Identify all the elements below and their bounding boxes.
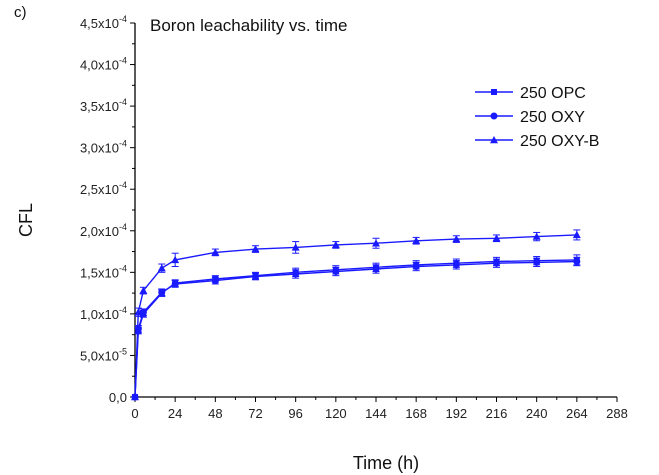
y-tick-label: 3,0x10-4	[80, 139, 127, 156]
x-tick-label: 24	[168, 406, 182, 421]
axes: 0 24 48 72 96 120 144 168 192 216 240 264 288 0,0 5,0x…	[80, 14, 628, 421]
x-tick-label: 240	[526, 406, 548, 421]
legend-label: 250 OPC	[520, 85, 586, 102]
data-point	[573, 258, 581, 266]
x-tick-label: 216	[486, 406, 508, 421]
y-tick-exponent: -4	[119, 222, 127, 232]
y-tick-mantissa: 4,0x10	[80, 58, 119, 73]
data-point	[492, 234, 501, 242]
legend-entry: 250 OPC	[475, 85, 586, 102]
data-point	[211, 277, 219, 285]
x-tick-label: 168	[405, 406, 427, 421]
series-line	[134, 259, 577, 398]
legend-marker	[490, 136, 498, 144]
y-tick-exponent: -4	[119, 180, 127, 190]
data-point	[452, 235, 461, 243]
y-tick-mantissa: 2,5x10	[80, 182, 119, 197]
y-tick-label: 1,0x10-4	[80, 305, 127, 322]
y-tick-mantissa: 5,0x10	[80, 348, 119, 363]
y-tick-label: 2,5x10-4	[80, 180, 127, 197]
x-tick-label: 264	[566, 406, 588, 421]
data-point	[139, 308, 147, 316]
series-layer	[131, 229, 581, 401]
y-tick-exponent: -5	[119, 346, 127, 356]
data-point	[493, 259, 500, 267]
data-point	[157, 264, 166, 272]
legend-marker	[491, 89, 497, 95]
chart-title: Boron leachability vs. time	[150, 16, 347, 35]
x-tick-label: 192	[445, 406, 467, 421]
y-tick-mantissa: 3,5x10	[80, 99, 119, 114]
y-tick-label: 5,0x10-5	[80, 346, 127, 363]
y-tick-label: 4,5x10-4	[80, 14, 127, 31]
legend-label: 250 OXY	[520, 109, 585, 126]
legend-entry: 250 OXY	[475, 109, 585, 126]
series-square	[132, 254, 581, 400]
x-tick-label: 288	[606, 406, 628, 421]
data-point	[572, 230, 581, 239]
data-point	[171, 280, 179, 288]
series-triangle	[131, 229, 581, 401]
x-tick-label: 72	[248, 406, 262, 421]
y-tick-exponent: -4	[119, 56, 127, 66]
data-point	[372, 265, 380, 273]
data-point	[131, 393, 139, 401]
data-point	[532, 232, 541, 240]
y-tick-label: 2,0x10-4	[80, 222, 127, 239]
legend-label: 250 OXY-B	[520, 133, 599, 150]
legend-marker	[490, 112, 498, 120]
data-point	[252, 272, 259, 280]
x-tick-label: 96	[288, 406, 302, 421]
data-point	[412, 236, 421, 244]
data-point	[372, 239, 380, 247]
data-point	[332, 268, 340, 276]
y-tick-mantissa: 1,5x10	[80, 265, 119, 280]
data-point	[331, 240, 340, 249]
y-tick-mantissa: 3,0x10	[80, 141, 119, 156]
data-point	[291, 243, 300, 251]
series-line	[134, 260, 577, 398]
series-line	[134, 234, 577, 398]
data-point	[533, 258, 541, 266]
data-point	[158, 288, 166, 296]
data-point	[171, 255, 180, 264]
y-tick-exponent: -4	[119, 97, 127, 107]
data-point	[412, 263, 420, 271]
y-tick-exponent: -4	[119, 263, 127, 273]
x-tick-label: 120	[325, 406, 347, 421]
y-tick-mantissa: 0,0	[109, 390, 127, 405]
legend-entry: 250 OXY-B	[475, 133, 599, 150]
y-tick-exponent: -4	[119, 14, 127, 24]
x-tick-label: 48	[208, 406, 222, 421]
data-point	[211, 248, 220, 256]
y-tick-exponent: -4	[119, 139, 127, 149]
x-tick-label: 144	[365, 406, 387, 421]
y-tick-mantissa: 2,0x10	[80, 224, 119, 239]
y-tick-label: 3,5x10-4	[80, 97, 127, 114]
data-point	[452, 261, 460, 269]
panel-label: c)	[14, 4, 27, 21]
legend: 250 OPC 250 OXY 250 OXY-B	[475, 85, 599, 150]
y-tick-label: 0,0	[109, 390, 127, 405]
x-tick-label: 0	[131, 406, 138, 421]
y-tick-label: 1,5x10-4	[80, 263, 127, 280]
series-circle	[131, 256, 581, 401]
data-point	[139, 286, 148, 294]
y-tick-label: 4,0x10-4	[80, 56, 127, 73]
y-axis-title: CFL	[16, 203, 36, 237]
data-point	[251, 245, 260, 253]
x-axis-title: Time (h)	[353, 453, 419, 473]
y-tick-mantissa: 4,5x10	[80, 16, 119, 31]
y-tick-mantissa: 1,0x10	[80, 307, 119, 322]
data-point	[292, 270, 300, 278]
data-point	[134, 308, 143, 316]
y-tick-exponent: -4	[119, 305, 127, 315]
